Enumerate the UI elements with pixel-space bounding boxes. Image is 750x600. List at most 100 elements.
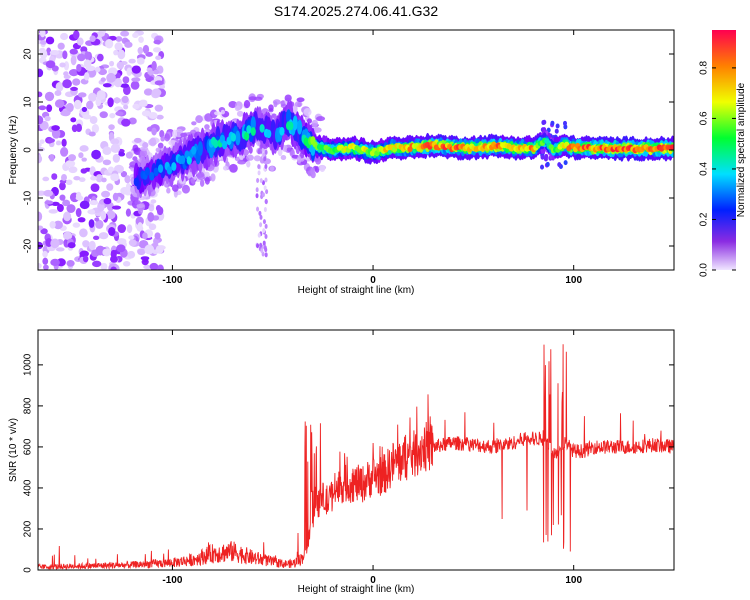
spectrogram-cell <box>49 154 55 162</box>
spectrogram-cell <box>143 264 152 270</box>
spectrogram-cell <box>155 245 164 254</box>
spectrogram-cell <box>48 209 58 214</box>
spectrogram-cell <box>40 228 48 235</box>
page-title: S174.2025.274.06.41.G32 <box>274 3 438 19</box>
spectrogram-cell <box>160 136 165 142</box>
spectrogram-cell <box>51 173 58 180</box>
spectrogram-cell <box>107 97 114 108</box>
spectrogram-ridge-cell <box>186 156 192 165</box>
spectrogram-cell <box>236 110 244 117</box>
spectrogram-cell <box>65 160 76 168</box>
spectrogram-cell <box>542 119 547 125</box>
spectrogram-ridge-cell <box>244 132 250 141</box>
spectrogram-cell <box>102 146 112 156</box>
spectrogram-cell <box>137 47 144 55</box>
spectrogram-cell <box>79 145 89 152</box>
spectrogram-cell <box>89 116 98 125</box>
spectrogram-cell <box>153 238 159 245</box>
spectrogram-cell <box>264 247 268 253</box>
spectrogram-cell <box>151 60 157 71</box>
spectrogram-cell <box>316 116 326 122</box>
spectrogram-cell <box>199 179 205 187</box>
spectrogram-cell <box>38 211 43 222</box>
spectrogram-cell <box>310 167 316 176</box>
spectrogram-cell <box>63 211 72 222</box>
spectrogram-cell <box>82 255 89 263</box>
spectrogram-cell <box>68 154 76 162</box>
spectrogram-cell <box>76 64 82 72</box>
spectrogram-cell <box>115 111 124 116</box>
spectrogram-cell <box>262 219 266 225</box>
spectrogram-cell <box>110 173 120 182</box>
spectrogram-cell <box>106 210 116 220</box>
spectrogram-cell <box>55 140 62 146</box>
colorbar-tick-label: 0.2 <box>699 212 710 226</box>
spectrogram-cell <box>101 177 107 183</box>
spectrogram-cell <box>67 242 76 249</box>
spectrogram-cell <box>88 131 96 137</box>
spectrogram-cell <box>68 69 79 77</box>
spectrogram-ytick-label: 0 <box>23 147 34 153</box>
snr-ytick-label: 1000 <box>23 353 34 376</box>
spectrogram-cell <box>131 65 141 74</box>
spectrogram-cell <box>131 77 141 82</box>
spectrogram-cell <box>38 68 44 78</box>
spectrogram-cell <box>204 113 213 122</box>
spectrogram-ridge-cell <box>544 138 550 144</box>
spectrogram-cell <box>73 175 81 181</box>
spectrogram-cell <box>294 100 303 108</box>
snr-frame <box>37 329 675 571</box>
spectrogram-cell <box>98 232 109 240</box>
spectrogram-cell <box>220 109 225 115</box>
spectrogram-cell <box>114 42 123 51</box>
spectrogram-cell <box>126 67 133 77</box>
spectrogram-ytick-label: 20 <box>23 48 34 60</box>
spectrogram-cell <box>63 231 73 240</box>
spectrogram-cell <box>260 248 264 254</box>
spectrogram-cell <box>153 39 162 45</box>
spectrogram-cell <box>284 94 292 102</box>
spectrogram-cell <box>263 185 267 191</box>
spectrogram-cell <box>149 262 159 270</box>
spectrogram-cell <box>258 210 262 216</box>
spectrogram-xtick-label: 0 <box>370 275 376 286</box>
spectrogram-cell <box>38 154 43 164</box>
spectrogram-cell <box>113 97 121 104</box>
spectrogram-cell <box>100 77 106 82</box>
spectrogram-ridge-cell <box>153 167 159 177</box>
colorbar-gradient <box>712 30 736 270</box>
spectrogram-cell <box>264 177 268 183</box>
spectrogram-cell <box>265 189 269 195</box>
spectrogram-cell <box>253 155 261 162</box>
spectrogram-cell <box>563 160 568 166</box>
spectrogram-cell <box>68 166 78 174</box>
spectrogram-cell <box>78 177 86 183</box>
spectrogram-cell <box>70 86 78 91</box>
spectrogram-cell <box>59 194 66 201</box>
spectrogram-cell <box>132 32 139 39</box>
spectrogram-ridge-cell <box>279 126 285 136</box>
spectrogram-cell <box>80 168 88 174</box>
spectrogram-cell <box>296 155 302 164</box>
spectrogram-cell <box>261 192 265 198</box>
snr-xtick-label: 0 <box>370 575 376 586</box>
spectrogram-ridge-cell <box>230 133 237 142</box>
spectrogram-cell <box>83 59 92 69</box>
snr-ytick-label: 0 <box>23 567 34 573</box>
spectrogram-cell <box>84 51 91 60</box>
spectrogram-cell <box>110 138 120 145</box>
spectrogram-cell <box>96 53 104 62</box>
spectrogram-cell <box>262 228 266 234</box>
spectrogram-ridge-cell <box>180 155 186 165</box>
spectrogram-ytick-label: -20 <box>23 238 34 253</box>
spectrogram-ridge-cell <box>259 124 265 133</box>
spectrogram-cell <box>118 151 126 157</box>
spectrogram-cell <box>110 266 117 270</box>
spectrogram-cell <box>142 232 148 240</box>
spectrogram-cell <box>124 175 131 184</box>
spectrogram-cell <box>128 117 137 125</box>
spectrogram-cell <box>62 50 68 60</box>
spectrogram-cell <box>42 257 49 265</box>
spectrogram-ridge-cell <box>197 141 203 157</box>
